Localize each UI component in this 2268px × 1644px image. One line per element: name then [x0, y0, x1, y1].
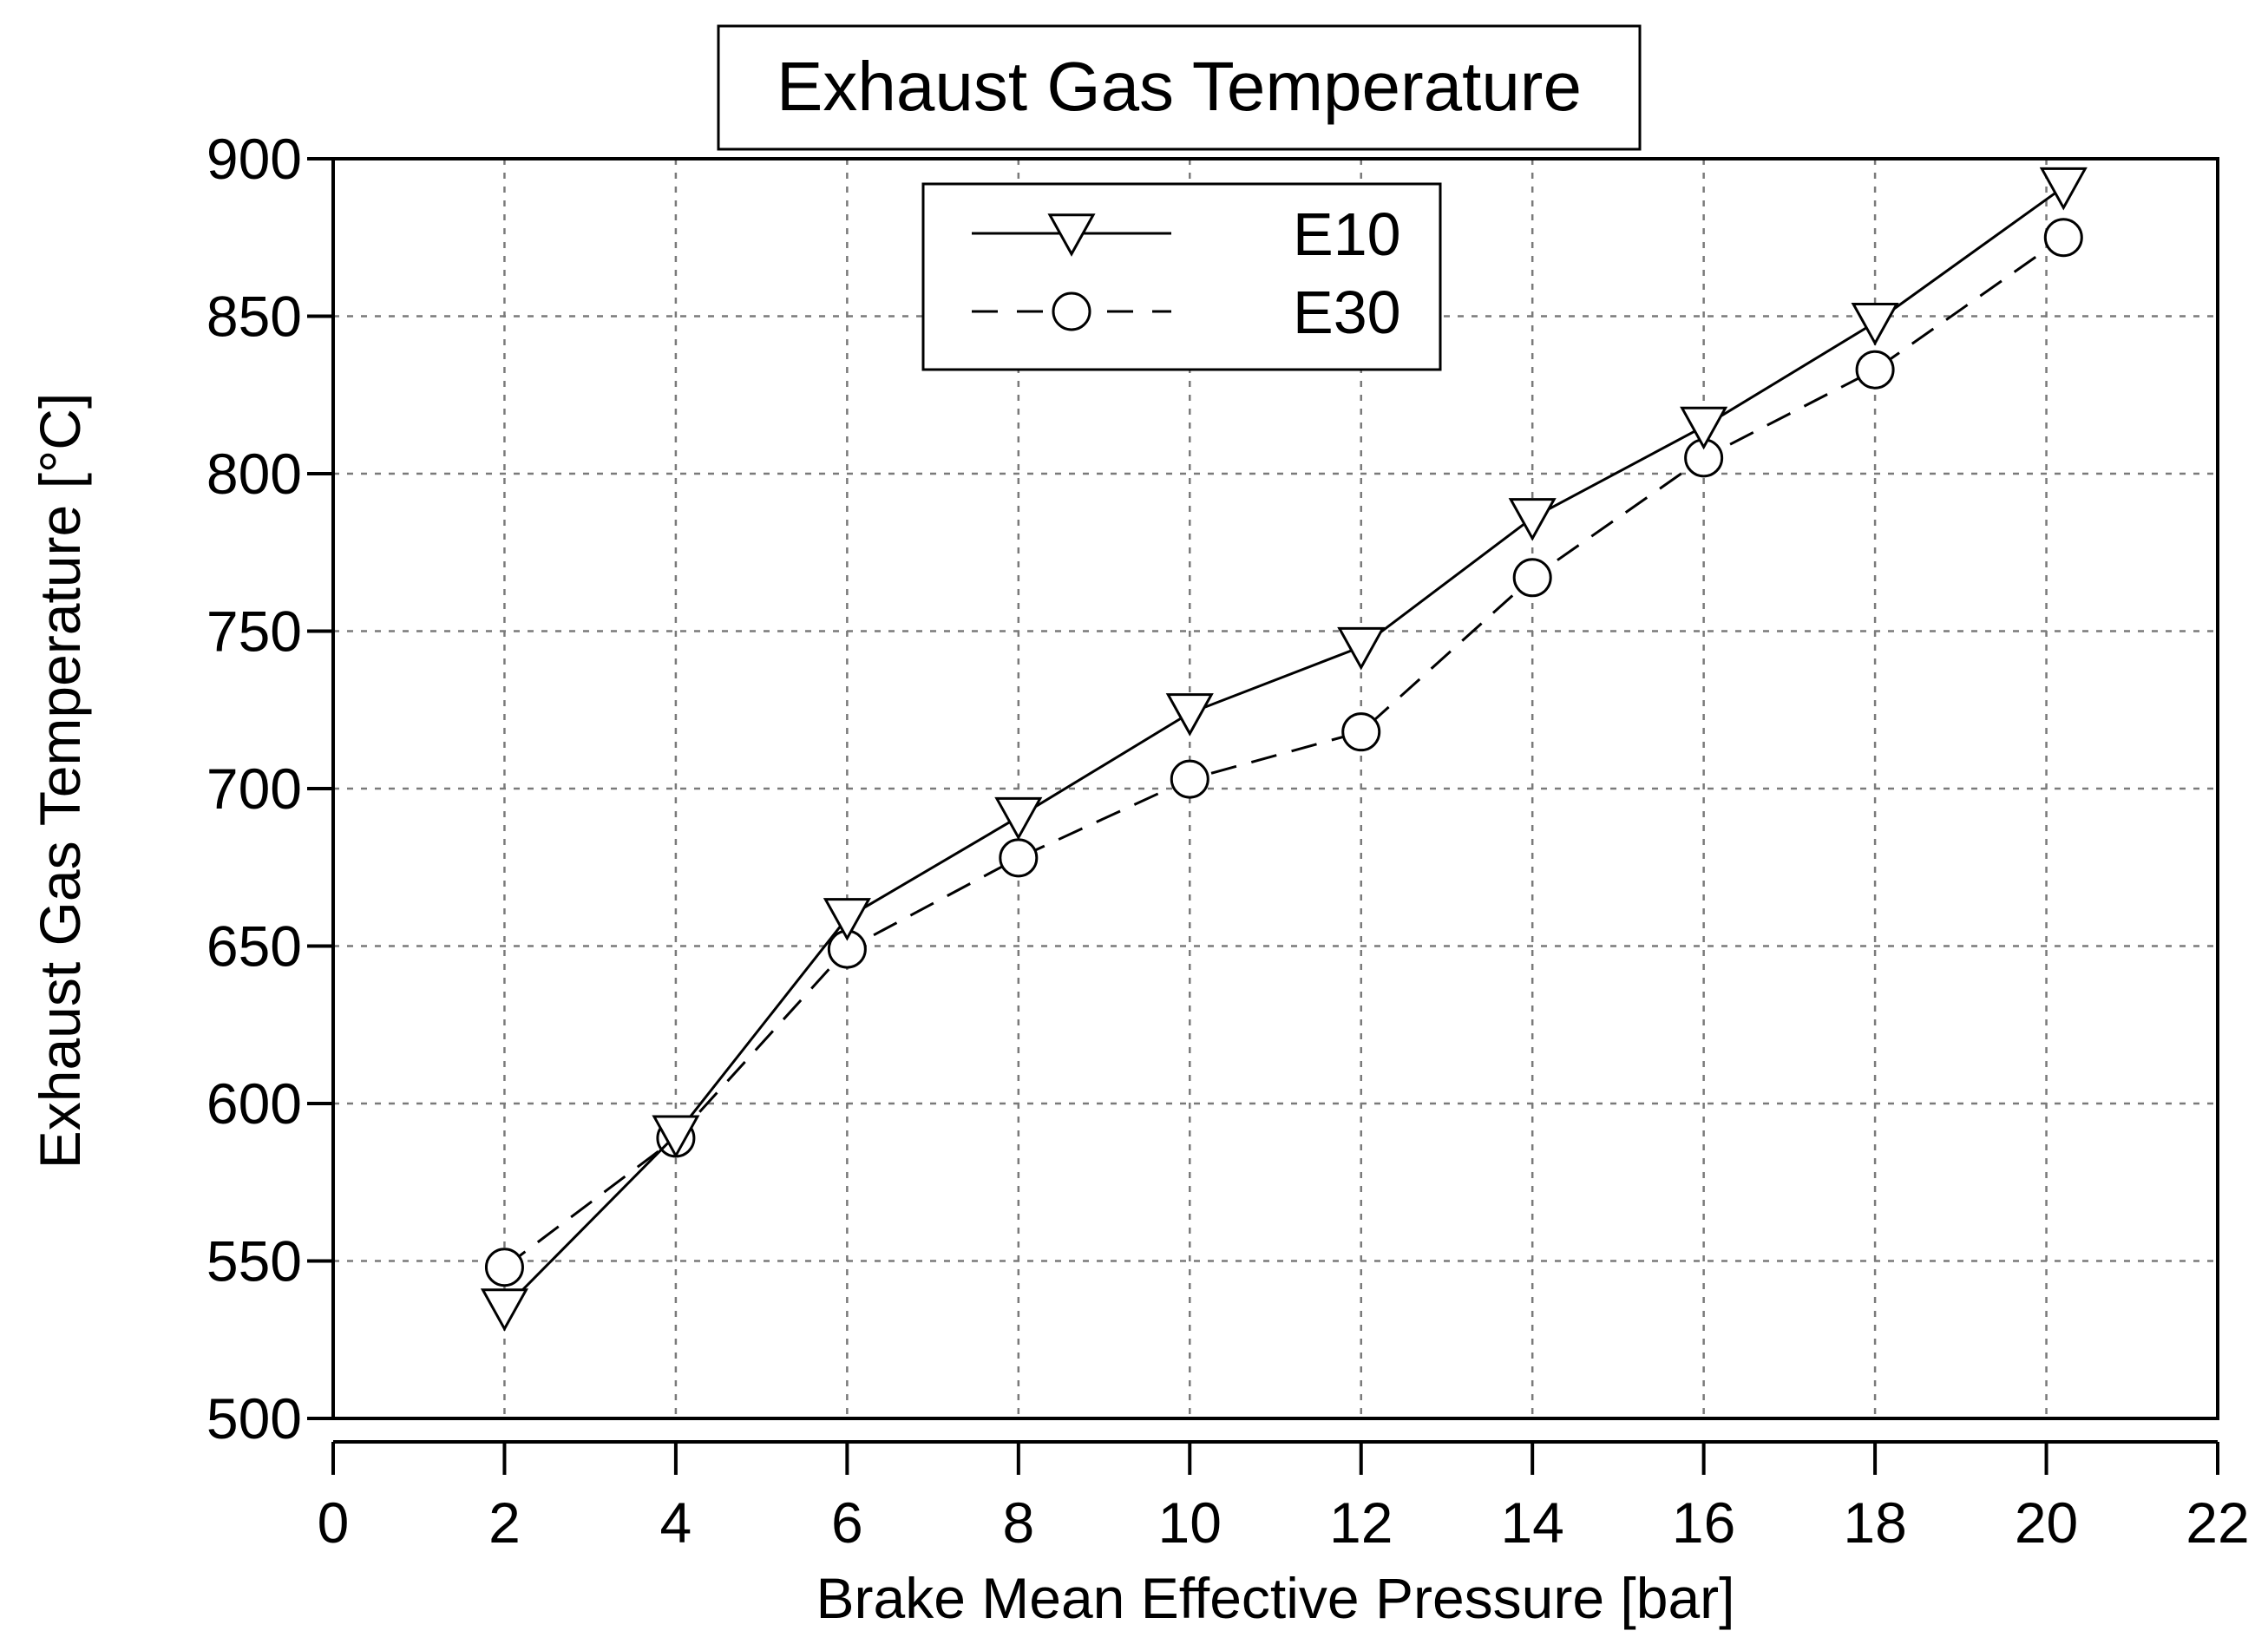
data-point-e10 [1680, 406, 1728, 450]
data-point-e10 [1165, 693, 1214, 737]
x-tick-label: 12 [1329, 1490, 1393, 1555]
x-tick-label: 8 [1002, 1490, 1034, 1555]
data-point-e30 [484, 1248, 524, 1287]
chart-title-box: Exhaust Gas Temperature [717, 24, 1642, 151]
y-tick-label: 600 [206, 1071, 302, 1136]
legend-entry-e30: E30 [972, 278, 1401, 346]
y-tick-label: 550 [206, 1229, 302, 1294]
series-line-e30 [503, 236, 2065, 1268]
series-e10 [480, 167, 2088, 1332]
data-point-e30 [1341, 712, 1381, 752]
y-tick-label: 900 [206, 127, 302, 191]
data-point-e30 [2043, 218, 2083, 258]
data-point-e10 [1337, 626, 1386, 671]
data-point-e30 [1512, 558, 1552, 598]
chart-title: Exhaust Gas Temperature [777, 48, 1582, 125]
legend-label-e10: E10 [1293, 200, 1401, 268]
data-point-e10 [2039, 167, 2088, 211]
legend-entry-e10: E10 [972, 200, 1401, 268]
x-tick-label: 0 [318, 1490, 350, 1555]
y-tick-label: 800 [206, 442, 302, 506]
data-point-e10 [823, 898, 871, 941]
x-tick-label: 20 [2015, 1490, 2078, 1555]
x-tick-label: 4 [660, 1490, 692, 1555]
x-axis-label: Brake Mean Effective Pressure [bar] [816, 1566, 1735, 1630]
legend-marker-e10 [1047, 213, 1096, 257]
y-tick-label: 650 [206, 914, 302, 979]
data-point-e10 [480, 1288, 529, 1332]
y-tick-label: 850 [206, 285, 302, 349]
data-point-e10 [994, 796, 1043, 841]
x-tick-label: 10 [1158, 1490, 1222, 1555]
data-point-e10 [1508, 498, 1557, 541]
chart-title-frame [717, 24, 1642, 151]
data-point-e10 [1851, 303, 1899, 346]
series-layer [480, 167, 2088, 1332]
y-tick-label: 750 [206, 599, 302, 664]
x-tick-label: 16 [1672, 1490, 1735, 1555]
data-point-e30 [999, 838, 1039, 878]
series-line-e10 [503, 186, 2065, 1310]
x-tick-label: 18 [1843, 1490, 1906, 1555]
x-axis: 0 2 4 6 8 10 12 14 16 18 20 22 [318, 1440, 2250, 1555]
y-axis: 500 550 600 650 700 750 800 850 900 [206, 127, 333, 1451]
legend-label-e30: E30 [1293, 278, 1401, 346]
y-axis-label: Exhaust Gas Temperature [°C] [28, 393, 92, 1169]
data-point-e30 [1170, 759, 1209, 799]
y-tick-label: 700 [206, 757, 302, 821]
y-tick-label: 500 [206, 1386, 302, 1451]
data-point-e10 [652, 1115, 700, 1159]
x-tick-label: 22 [2186, 1490, 2249, 1555]
legend-frame [921, 182, 1442, 371]
legend-marker-e30 [1052, 291, 1091, 331]
x-tick-label: 6 [831, 1490, 863, 1555]
x-tick-label: 14 [1500, 1490, 1563, 1555]
series-e30 [484, 218, 2083, 1287]
data-point-e30 [1855, 350, 1895, 390]
x-tick-label: 2 [488, 1490, 521, 1555]
